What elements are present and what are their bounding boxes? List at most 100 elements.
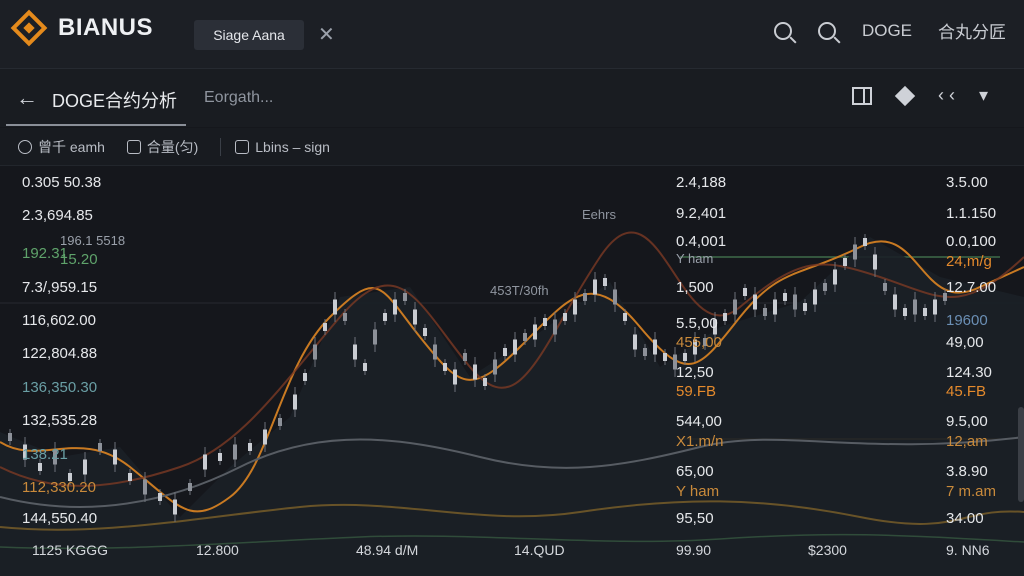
candle-body <box>653 339 657 355</box>
scrollbar[interactable] <box>1018 407 1024 502</box>
right-axis-label: 9.5,00 <box>946 413 988 430</box>
right-axis-label: 34.00 <box>946 510 984 527</box>
right-axis-label: 3.5.00 <box>946 174 988 191</box>
chart-canvas[interactable] <box>0 167 1024 576</box>
candle-body <box>863 238 867 246</box>
candle-body <box>173 499 177 515</box>
candle-body <box>763 308 767 316</box>
x-axis-label: 1125 KGGG <box>32 542 109 558</box>
candle-body <box>623 313 627 321</box>
candle-body <box>248 443 252 451</box>
candle-body <box>633 334 637 350</box>
right-axis-label: 45.FB <box>946 383 987 400</box>
candle-body <box>663 353 667 361</box>
candle-body <box>98 443 102 451</box>
candle-body <box>573 299 577 315</box>
x-axis-label: 9. NN6 <box>946 542 990 558</box>
nav-arrows-icon[interactable]: ‹ ‹ <box>937 85 955 105</box>
brand-logo[interactable]: BIANUS <box>10 9 153 47</box>
symbol-selector[interactable]: DOGE <box>861 20 912 40</box>
layout-icon[interactable] <box>851 86 872 105</box>
search-icon-secondary[interactable] <box>817 21 836 40</box>
candle-body <box>553 319 557 335</box>
chart-annotation: 453T/30fh <box>490 283 549 298</box>
candle-body <box>343 313 347 321</box>
pair-title[interactable]: DOGE合约分析 <box>52 91 178 111</box>
candle-body <box>873 254 877 270</box>
layers-icon[interactable] <box>894 85 916 106</box>
candle-body <box>513 339 517 355</box>
candle-body <box>233 444 237 460</box>
candle-body <box>673 354 677 370</box>
contract-analysis-menu[interactable]: 合丸分匠 <box>938 23 1006 42</box>
center-axis-label: 9.2,401 <box>676 205 727 222</box>
center-axis-label: 0.4,001 <box>676 233 727 250</box>
ma-line-olive <box>0 500 1024 531</box>
candle-body <box>278 418 282 426</box>
candle-body <box>433 344 437 360</box>
candle-body <box>933 299 937 315</box>
back-arrow-icon[interactable]: ← <box>16 85 38 110</box>
toolbar-item-2[interactable]: 合量(匀) <box>126 137 199 157</box>
candle-body <box>893 294 897 310</box>
center-axis-label: 2.4,188 <box>676 174 727 191</box>
candle-body <box>883 283 887 291</box>
candle-body <box>403 293 407 301</box>
toolbar-divider <box>220 137 222 156</box>
candle-body <box>23 444 27 460</box>
candle-body <box>293 394 297 410</box>
candle-body <box>943 293 947 301</box>
close-tab-icon[interactable]: ✕ <box>318 24 335 46</box>
ma-line-gray <box>0 436 1024 508</box>
left-axis-label: 122,804.88 <box>22 345 98 362</box>
price-chart[interactable]: 0.305 50.38 2.3,694.85 196.1 5518 192.31… <box>0 167 1024 576</box>
candle-body <box>703 338 707 346</box>
left-axis-label: 132,535.28 <box>22 412 98 429</box>
candle-body <box>823 283 827 291</box>
candle-body <box>143 479 147 495</box>
toolbar-item-2-label: 合量(匀) <box>146 138 199 155</box>
candle-body <box>773 299 777 315</box>
x-axis-label: 12.800 <box>196 542 239 558</box>
right-axis-label: 1.1.150 <box>946 205 997 222</box>
toolbar-item-3[interactable]: Lbins – sign <box>235 139 330 155</box>
candle-body <box>723 313 727 321</box>
top-right-actions: DOGE 合丸分匠 <box>773 18 1006 43</box>
chevron-down-icon[interactable]: ▾ <box>978 85 988 105</box>
right-axis-label: 124.30 <box>946 364 992 381</box>
candle-body <box>38 463 42 471</box>
candle-body <box>813 289 817 305</box>
candle-body <box>543 318 547 326</box>
center-axis-label: 12,50 <box>676 364 714 381</box>
candle-body <box>503 348 507 356</box>
candle-body <box>523 333 527 341</box>
ma-line-green <box>0 533 1024 550</box>
candle-body <box>843 258 847 266</box>
center-axis-label: 5.5,00 <box>676 315 718 332</box>
right-axis-label: 12,am <box>946 433 988 450</box>
candle-body <box>68 473 72 481</box>
open-tab[interactable]: Siage Aana <box>194 20 304 50</box>
candle-body <box>853 244 857 260</box>
candle-body <box>363 363 367 371</box>
toolbar-item-1[interactable]: 曾千 eamh <box>18 137 105 157</box>
candle-body <box>903 308 907 316</box>
candle-body <box>733 299 737 315</box>
title-bar: ← DOGE合约分析 Eorgath... ‹ ‹ ▾ <box>0 69 1024 127</box>
candle-body <box>128 473 132 481</box>
title-actions: ‹ ‹ ▾ <box>851 85 988 106</box>
candle-body <box>583 293 587 301</box>
candle-body <box>263 429 267 445</box>
candle-body <box>423 328 427 336</box>
left-axis-label: 144,550.40 <box>22 510 98 527</box>
box-icon <box>235 139 250 154</box>
chart-annotation: Eehrs <box>582 207 616 222</box>
search-icon[interactable] <box>773 21 792 40</box>
toolbar-item-3-label: Lbins – sign <box>255 138 330 155</box>
candle-body <box>923 308 927 316</box>
check-circle-icon <box>18 139 32 154</box>
candle-body <box>833 269 837 285</box>
candle-body <box>593 279 597 295</box>
right-axis-label: 0.0,100 <box>946 233 997 250</box>
candle-body <box>683 353 687 361</box>
